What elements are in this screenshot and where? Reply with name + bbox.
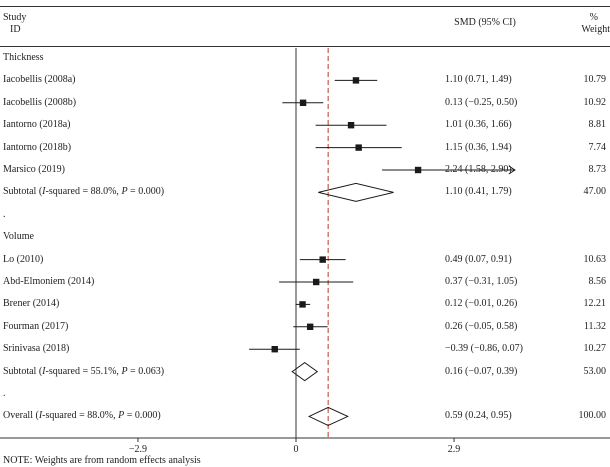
subtotal-diamond xyxy=(318,182,394,202)
study-label: Lo (2010) xyxy=(3,253,44,265)
weight-text: 8.81 xyxy=(588,119,607,131)
point-estimate xyxy=(352,77,360,84)
overall-label: Overall (I-squared = 88.0%, P = 0.000) xyxy=(3,410,161,422)
effect-ci-text: 0.12 (−0.01, 0.26) xyxy=(445,298,518,310)
effect-ci-text: 1.15 (0.36, 1.94) xyxy=(445,141,512,153)
x-tick-label: −2.9 xyxy=(128,444,147,455)
weight-text: 7.74 xyxy=(588,141,607,153)
weight-text: 10.79 xyxy=(583,74,607,86)
effect-ci-text: 0.59 (0.24, 0.95) xyxy=(445,410,512,422)
spacer-dot: . xyxy=(3,388,6,399)
weight-text: 8.73 xyxy=(588,164,607,175)
effect-ci-text: 1.10 (0.41, 1.79) xyxy=(445,186,512,198)
point-estimate xyxy=(271,346,278,353)
study-header-line1: Study xyxy=(3,12,27,23)
study-label: Fourman (2017) xyxy=(3,320,69,332)
group-heading: Thickness xyxy=(3,52,44,63)
effect-ci-text: 0.49 (0.07, 0.91) xyxy=(445,253,512,265)
weight-text: 10.63 xyxy=(583,253,607,265)
weight-text: 10.92 xyxy=(583,96,607,108)
study-label: Iantorno (2018a) xyxy=(3,119,71,131)
group-heading: Volume xyxy=(3,231,34,243)
weight-text: 8.56 xyxy=(588,276,607,287)
point-estimate xyxy=(319,256,326,263)
subtotal-label: Subtotal (I-squared = 88.0%, P = 0.000) xyxy=(3,186,165,198)
effect-ci-text: 0.13 (−0.25, 0.50) xyxy=(445,96,518,108)
effect-ci-text: −0.39 (−0.86, 0.07) xyxy=(445,343,523,355)
overall-diamond xyxy=(307,406,349,426)
effect-ci-text: 1.01 (0.36, 1.66) xyxy=(445,119,512,131)
spacer-dot: . xyxy=(3,208,6,220)
study-header-line2: ID xyxy=(10,24,21,35)
study-label: Iacobellis (2008a) xyxy=(3,74,76,86)
effect-ci-text: 0.37 (−0.31, 1.05) xyxy=(445,276,518,287)
weight-header-line1: % xyxy=(589,12,598,23)
weight-text: 53.00 xyxy=(583,365,607,377)
study-label: Srinivasa (2018) xyxy=(3,343,70,355)
point-estimate xyxy=(299,301,306,308)
point-estimate xyxy=(347,122,355,129)
weight-text: 47.00 xyxy=(583,186,607,198)
footnote: NOTE: Weights are from random effects an… xyxy=(3,455,201,467)
study-label: Brener (2014) xyxy=(3,298,60,310)
study-label: Marsico (2019) xyxy=(3,164,65,175)
study-label: Abd-Elmoniem (2014) xyxy=(3,276,95,287)
weight-text: 100.00 xyxy=(578,410,607,422)
effect-ci-text: 0.26 (−0.05, 0.58) xyxy=(445,320,518,332)
weight-text: 12.21 xyxy=(583,298,607,310)
effect-ci-text: 0.16 (−0.07, 0.39) xyxy=(445,365,518,377)
point-estimate xyxy=(355,144,362,151)
subtotal-diamond xyxy=(291,361,319,382)
weight-text: 10.27 xyxy=(583,343,607,355)
effect-ci-text: 2.24 (1.58, 2.90) xyxy=(445,164,512,175)
weight-header-line2: Weight xyxy=(581,24,610,35)
study-label: Iantorno (2018b) xyxy=(3,141,72,153)
weight-text: 11.32 xyxy=(583,320,606,332)
header-rule xyxy=(0,46,610,47)
smd-header: SMD (95% CI) xyxy=(454,17,516,28)
study-label: Iacobellis (2008b) xyxy=(3,96,77,108)
x-tick-label: 2.9 xyxy=(447,444,461,455)
subtotal-label: Subtotal (I-squared = 55.1%, P = 0.063) xyxy=(3,365,165,377)
x-tick-label: 0 xyxy=(293,444,299,455)
point-estimate xyxy=(299,99,307,106)
point-estimate xyxy=(312,278,320,286)
top-rule xyxy=(0,6,610,7)
point-estimate xyxy=(306,323,314,330)
effect-ci-text: 1.10 (0.71, 1.49) xyxy=(445,74,512,86)
point-estimate xyxy=(414,166,422,174)
ci-arrow xyxy=(508,165,516,175)
